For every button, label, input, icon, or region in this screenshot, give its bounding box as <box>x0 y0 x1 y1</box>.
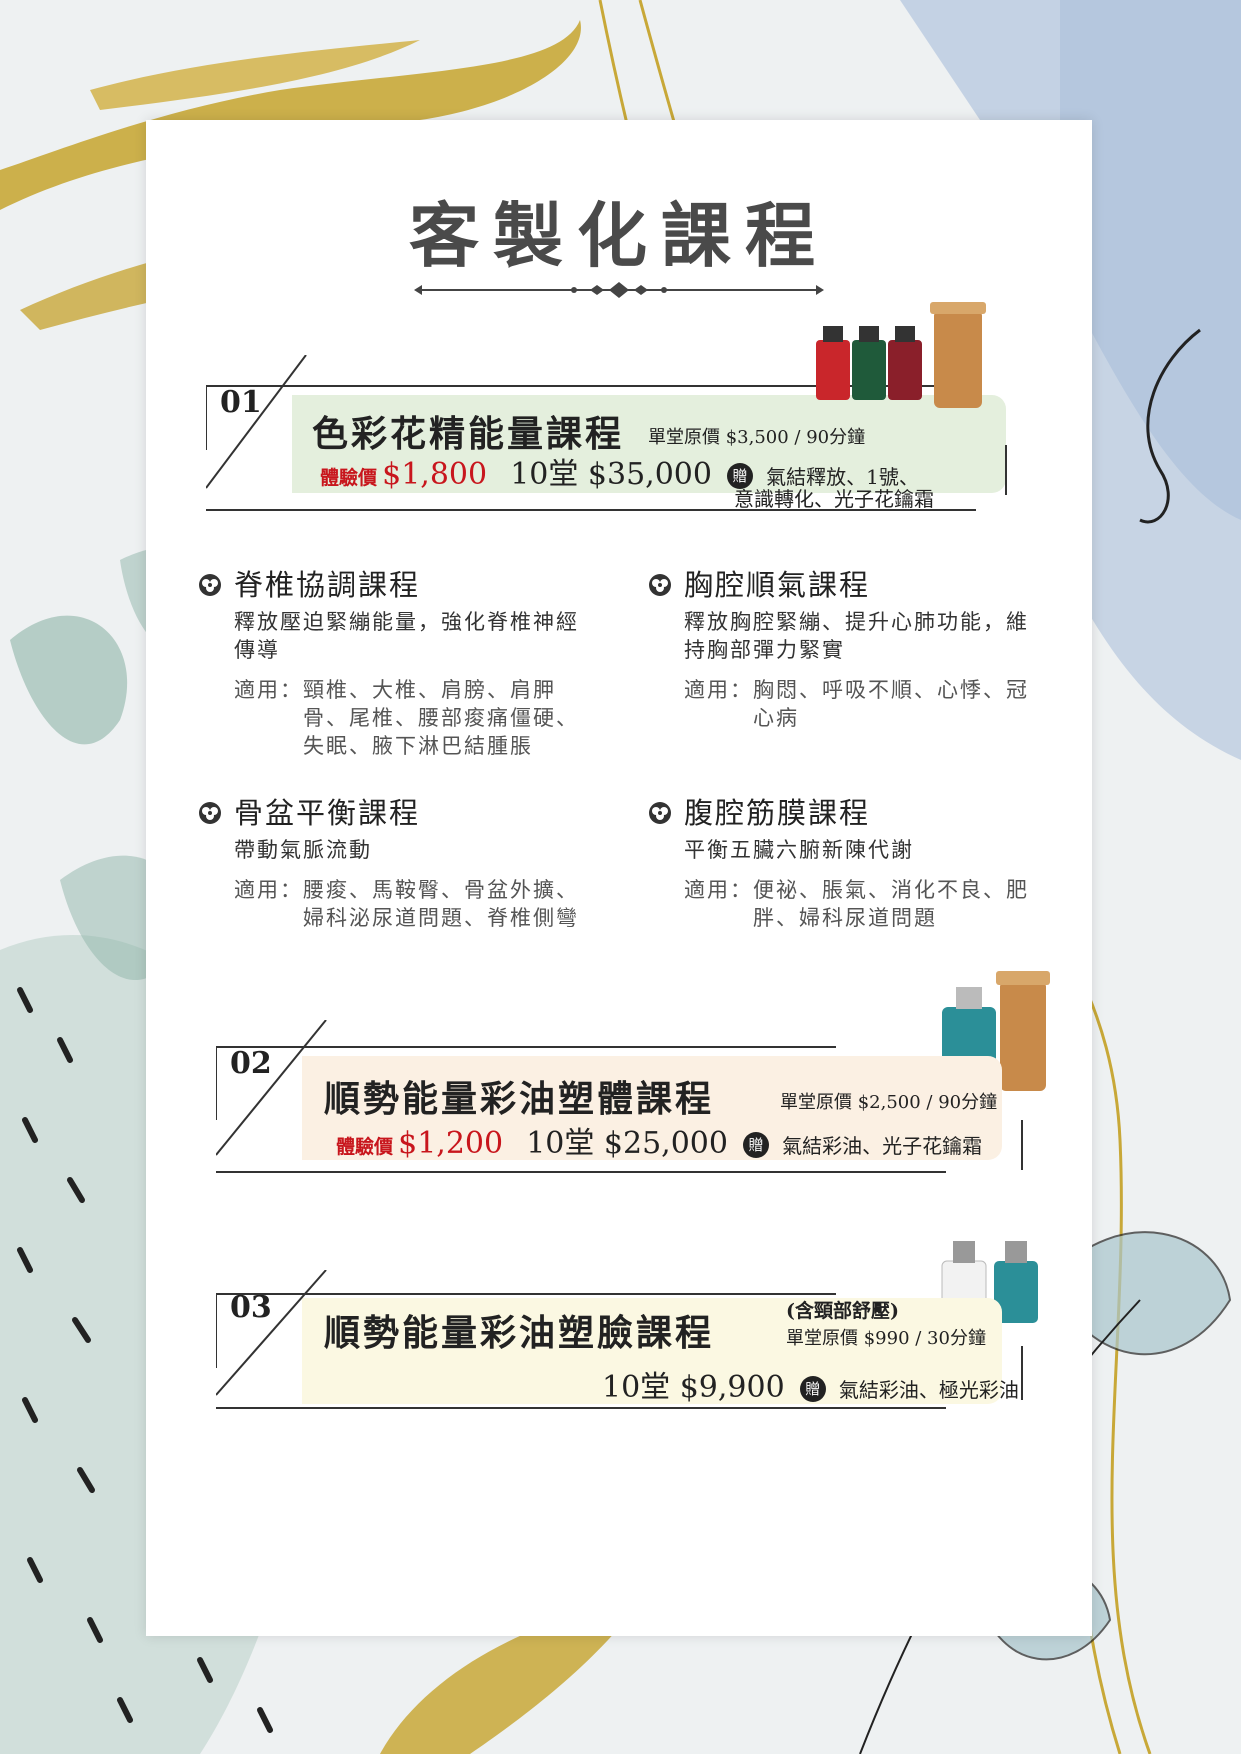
course-chest-name: 胸腔順氣課程 <box>684 568 871 602</box>
banner-03-price-line: 10堂 $9,900 贈 氣結彩油、極光彩油 <box>602 1362 1019 1406</box>
banner-02-regular-price: 單堂原價 $2,500 / 90分鐘 <box>780 1092 998 1113</box>
page-title: 客製化課程 <box>409 194 829 277</box>
course-spine-suit-text: 頸椎、大椎、肩膀、肩胛骨、尾椎、腰部痠痛僵硬、失眠、腋下淋巴結腫脹 <box>303 678 579 758</box>
gift-icon: 贈 <box>743 1132 770 1158</box>
banner-02-frame <box>216 1020 1023 1173</box>
banner-01-background <box>292 395 1006 493</box>
banner-03-package-price: 10堂 $9,900 <box>602 1370 785 1405</box>
title-divider <box>414 282 824 298</box>
banner-03-regular-price: 單堂原價 $990 / 30分鐘 <box>786 1328 986 1349</box>
course-spine-desc: 釋放壓迫緊繃能量，強化脊椎神經傳導 <box>234 610 579 662</box>
course-spine-suit-label: 適用： <box>234 678 303 702</box>
course-spine: 脊椎協調課程 釋放壓迫緊繃能量，強化脊椎神經傳導 適用： 頸椎、大椎、肩膀、肩胛骨… <box>198 562 598 760</box>
course-pelvis-suit-label: 適用： <box>234 878 303 902</box>
banner-02-gift-line1: 氣結彩油、光子花鑰霜 <box>782 1134 983 1158</box>
banner-02-package-price: 10堂 $25,000 <box>526 1126 728 1161</box>
banner-02-price-line: 體驗價 $1,200 10堂 $25,000 贈 氣結彩油、光子花鑰霜 <box>336 1118 982 1162</box>
course-spine-suit: 適用： 頸椎、大椎、肩膀、肩胛骨、尾椎、腰部痠痛僵硬、失眠、腋下淋巴結腫脹 <box>234 676 598 760</box>
flower-icon <box>199 574 221 596</box>
course-abdomen-suit-text: 便祕、脹氣、消化不良、肥胖、婦科尿道問題 <box>753 878 1029 930</box>
banner-02-trial-price: $1,200 <box>398 1126 504 1161</box>
banner-01-gift-line1: 氣結釋放、1號、 <box>766 465 919 489</box>
banner-01-package-price: 10堂 $35,000 <box>510 457 712 492</box>
banner-02-background <box>302 1056 1002 1160</box>
banner-01-price-line: 體驗價 $1,800 10堂 $35,000 贈 氣結釋放、1號、 <box>320 449 919 493</box>
flower-icon <box>649 574 671 596</box>
course-spine-name: 脊椎協調課程 <box>234 568 421 602</box>
course-pelvis-name: 骨盆平衡課程 <box>234 796 421 830</box>
banner-03-gift-line1: 氣結彩油、極光彩油 <box>838 1378 1019 1402</box>
banner-01-name: 色彩花精能量課程 <box>312 413 625 455</box>
course-pelvis-desc: 帶動氣脈流動 <box>234 838 372 862</box>
course-pelvis-suit: 適用： 腰痠、馬鞍臀、骨盆外擴、婦科泌尿道問題、脊椎側彎 <box>234 876 598 932</box>
course-abdomen-title: 腹腔筋膜課程 <box>648 790 1048 832</box>
course-spine-title: 脊椎協調課程 <box>198 562 598 604</box>
banner-03-number: 03 <box>230 1290 272 1325</box>
course-abdomen-suit: 適用： 便祕、脹氣、消化不良、肥胖、婦科尿道問題 <box>684 876 1048 932</box>
course-pelvis: 骨盆平衡課程 帶動氣脈流動 適用： 腰痠、馬鞍臀、骨盆外擴、婦科泌尿道問題、脊椎側… <box>198 790 598 932</box>
banner-01-trial-label: 體驗價 <box>320 467 378 489</box>
banner-03-frame <box>216 1270 1023 1409</box>
course-card: 客製化課程 01 色彩花精能量課程 單堂原價 $3,500 / 90分鐘 體驗價… <box>146 120 1092 1636</box>
course-chest: 胸腔順氣課程 釋放胸腔緊繃、提升心肺功能，維持胸部彈力緊實 適用： 胸悶、呼吸不順… <box>648 562 1048 732</box>
banner-01-number: 01 <box>220 385 262 420</box>
gift-icon: 贈 <box>727 463 754 489</box>
banner-03-note: (含頸部舒壓) <box>786 1300 899 1322</box>
course-abdomen: 腹腔筋膜課程 平衡五臟六腑新陳代謝 適用： 便祕、脹氣、消化不良、肥胖、婦科尿道問… <box>648 790 1048 932</box>
banner-02-number: 02 <box>230 1046 272 1081</box>
course-chest-suit: 適用： 胸悶、呼吸不順、心悸、冠心病 <box>684 676 1048 732</box>
course-chest-title: 胸腔順氣課程 <box>648 562 1048 604</box>
flower-icon <box>199 802 221 824</box>
banner-01-gift-line2: 意識轉化、光子花鑰霜 <box>734 487 934 511</box>
product-bottles-image <box>816 302 986 408</box>
banner-03-name: 順勢能量彩油塑臉課程 <box>324 1312 715 1354</box>
course-chest-desc: 釋放胸腔緊繃、提升心肺功能，維持胸部彈力緊實 <box>684 610 1029 662</box>
course-abdomen-suit-label: 適用： <box>684 878 753 902</box>
course-pelvis-title: 骨盆平衡課程 <box>198 790 598 832</box>
banner-02-trial-label: 體驗價 <box>336 1136 394 1158</box>
course-pelvis-suit-text: 腰痠、馬鞍臀、骨盆外擴、婦科泌尿道問題、脊椎側彎 <box>303 878 579 930</box>
gift-icon: 贈 <box>799 1376 826 1402</box>
banner-01-trial-price: $1,800 <box>382 457 488 492</box>
banner-03-background <box>302 1298 1002 1404</box>
banner-02-name: 順勢能量彩油塑體課程 <box>324 1078 715 1120</box>
course-chest-suit-text: 胸悶、呼吸不順、心悸、冠心病 <box>753 678 1029 730</box>
flower-icon <box>649 802 671 824</box>
course-abdomen-desc: 平衡五臟六腑新陳代謝 <box>684 838 914 862</box>
banner-01: 01 色彩花精能量課程 單堂原價 $3,500 / 90分鐘 體驗價 $1,80… <box>206 355 1026 515</box>
course-abdomen-name: 腹腔筋膜課程 <box>684 796 871 830</box>
banner-01-regular-price: 單堂原價 $3,500 / 90分鐘 <box>648 427 866 448</box>
course-chest-suit-label: 適用： <box>684 678 753 702</box>
